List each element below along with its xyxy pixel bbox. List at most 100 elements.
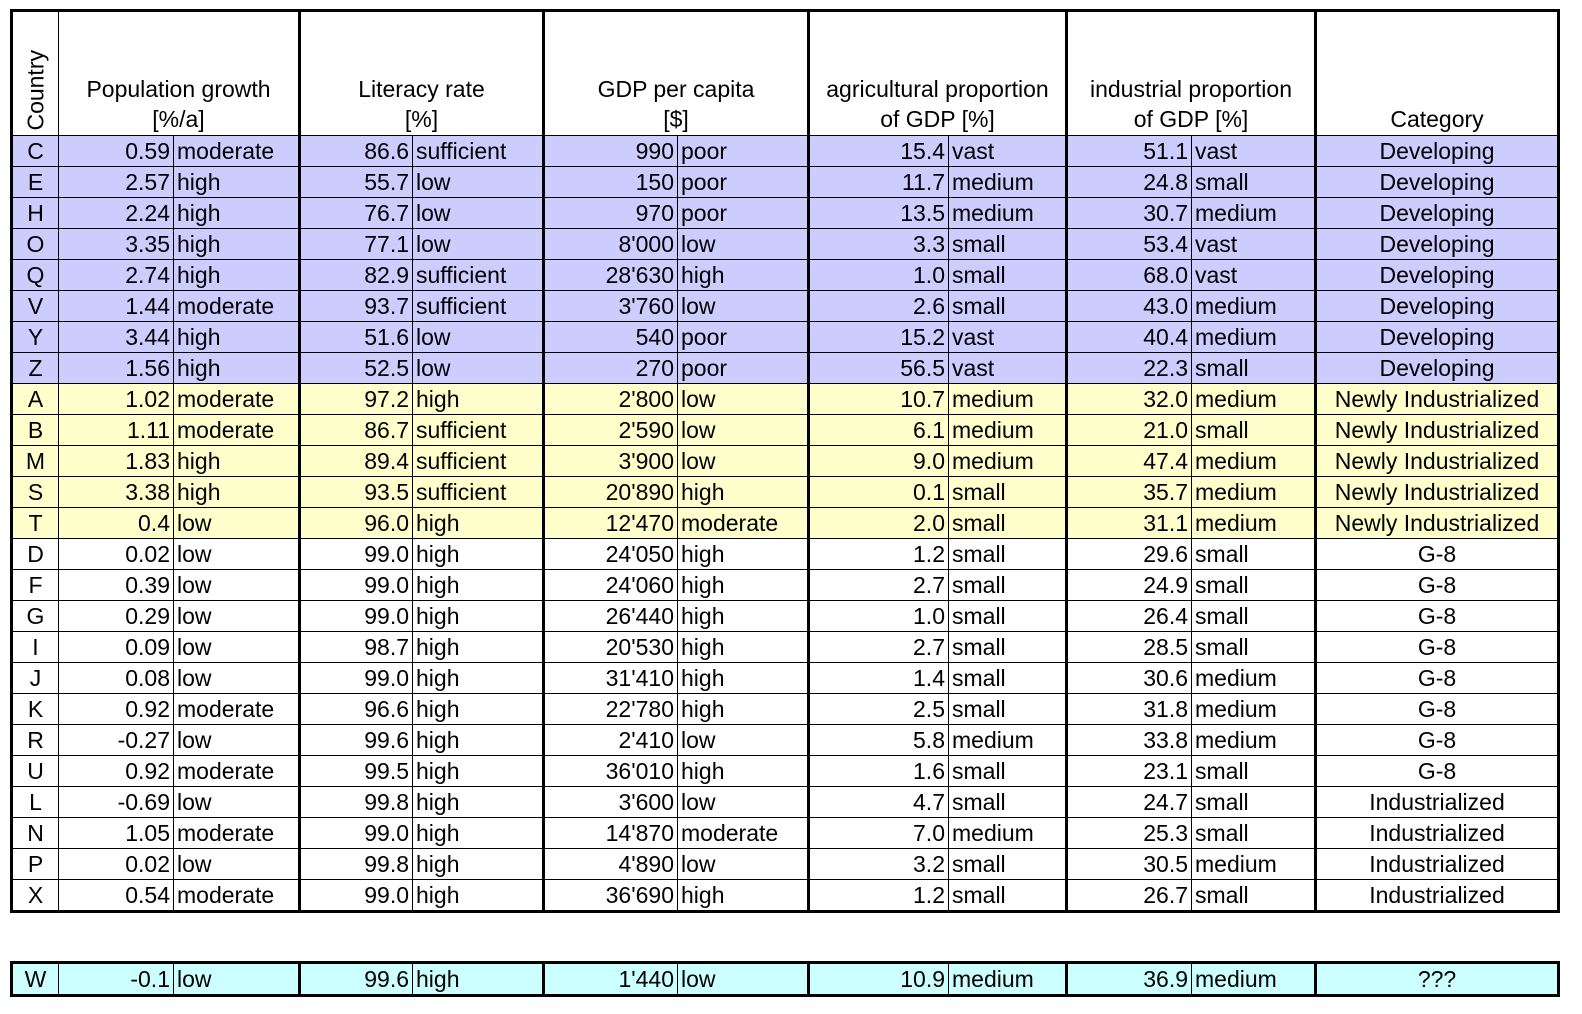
gdp-per-capita-label: low xyxy=(677,848,809,880)
gdp-per-capita-value: 12'470 xyxy=(542,507,678,539)
population-growth-label: low xyxy=(173,631,300,663)
agricultural-proportion-label: small xyxy=(948,569,1067,601)
agricultural-proportion-label: medium xyxy=(948,383,1067,415)
population-growth-value: 1.56 xyxy=(58,352,174,384)
agricultural-proportion-label: medium xyxy=(948,962,1067,996)
literacy-rate-label: high xyxy=(412,600,544,632)
literacy-rate-value: 76.7 xyxy=(298,197,413,229)
category-cell: Industrialized xyxy=(1314,879,1559,912)
category-cell: G-8 xyxy=(1314,538,1559,570)
gdp-per-capita-value: 1'440 xyxy=(542,962,678,996)
population-growth-value: 0.4 xyxy=(58,507,174,539)
industrial-proportion-header: industrial proportion of GDP [%] xyxy=(1065,10,1316,136)
literacy-rate-value: 99.6 xyxy=(298,724,413,756)
agricultural-proportion-value: 5.8 xyxy=(807,724,949,756)
literacy-rate-value: 93.7 xyxy=(298,290,413,322)
population-growth-label: moderate xyxy=(173,383,300,415)
country-cell: R xyxy=(11,724,59,756)
literacy-rate-value: 86.6 xyxy=(298,135,413,167)
category-cell: G-8 xyxy=(1314,662,1559,694)
gdp-per-capita-value: 2'410 xyxy=(542,724,678,756)
country-cell: U xyxy=(11,755,59,787)
agricultural-proportion-value: 10.9 xyxy=(807,962,949,996)
gdp-per-capita-value: 20'890 xyxy=(542,476,678,508)
category-cell: G-8 xyxy=(1314,724,1559,756)
gdp-per-capita-value: 14'870 xyxy=(542,817,678,849)
population-growth-value: 0.39 xyxy=(58,569,174,601)
population-growth-value: -0.1 xyxy=(58,962,174,996)
category-cell: G-8 xyxy=(1314,755,1559,787)
industrial-proportion-value: 31.8 xyxy=(1065,693,1192,725)
gdp-per-capita-label: poor xyxy=(677,135,809,167)
agricultural-proportion-value: 3.3 xyxy=(807,228,949,260)
gdp-per-capita-label: high xyxy=(677,755,809,787)
population-growth-value: 2.57 xyxy=(58,166,174,198)
literacy-rate-label: high xyxy=(412,817,544,849)
agricultural-proportion-value: 13.5 xyxy=(807,197,949,229)
industrial-proportion-value: 36.9 xyxy=(1065,962,1192,996)
literacy-rate-label: high xyxy=(412,383,544,415)
country-cell: J xyxy=(11,662,59,694)
industrial-proportion-label: small xyxy=(1191,631,1316,663)
gdp-per-capita-value: 3'600 xyxy=(542,786,678,818)
gdp-per-capita-value: 4'890 xyxy=(542,848,678,880)
gdp-per-capita-value: 22'780 xyxy=(542,693,678,725)
agricultural-proportion-label: small xyxy=(948,879,1067,912)
industrial-proportion-label: small xyxy=(1191,538,1316,570)
agricultural-proportion-value: 9.0 xyxy=(807,445,949,477)
gdp-per-capita-value: 2'800 xyxy=(542,383,678,415)
industrial-proportion-value: 31.1 xyxy=(1065,507,1192,539)
table-row: J 0.08 low 99.0 high 31'410 high 1.4 small 30.6 me… xyxy=(11,662,1559,694)
country-cell: F xyxy=(11,569,59,601)
agricultural-proportion-label: vast xyxy=(948,321,1067,353)
industrial-proportion-label: small xyxy=(1191,879,1316,912)
industrial-proportion-label: vast xyxy=(1191,228,1316,260)
gdp-per-capita-label: low xyxy=(677,414,809,446)
industrial-proportion-label: vast xyxy=(1191,259,1316,291)
population-growth-value: 1.11 xyxy=(58,414,174,446)
gdp-per-capita-value: 24'060 xyxy=(542,569,678,601)
agricultural-proportion-label: small xyxy=(948,693,1067,725)
literacy-rate-label: high xyxy=(412,569,544,601)
country-data-table: Country Population growth [%/a] Literacy … xyxy=(10,9,1560,913)
agricultural-proportion-value: 1.2 xyxy=(807,879,949,912)
gdp-per-capita-label: poor xyxy=(677,352,809,384)
population-growth-value: 1.44 xyxy=(58,290,174,322)
country-cell: W xyxy=(11,962,59,996)
industrial-proportion-label: medium xyxy=(1191,962,1316,996)
population-growth-value: 0.08 xyxy=(58,662,174,694)
population-growth-label: high xyxy=(173,166,300,198)
gdp-per-capita-label: poor xyxy=(677,166,809,198)
population-growth-label: moderate xyxy=(173,135,300,167)
table-row: V 1.44 moderate 93.7 sufficient 3'760 low 2.6 sm… xyxy=(11,290,1559,322)
agricultural-proportion-value: 1.4 xyxy=(807,662,949,694)
table-row: B 1.11 moderate 86.7 sufficient 2'590 low 6.1 me… xyxy=(11,414,1559,446)
agricultural-proportion-value: 2.5 xyxy=(807,693,949,725)
literacy-rate-label: low xyxy=(412,321,544,353)
population-growth-label: low xyxy=(173,538,300,570)
gdp-per-capita-label: high xyxy=(677,879,809,912)
agricultural-proportion-value: 10.7 xyxy=(807,383,949,415)
population-growth-value: -0.69 xyxy=(58,786,174,818)
category-cell: Newly Industrialized xyxy=(1314,476,1559,508)
literacy-rate-value: 96.0 xyxy=(298,507,413,539)
agricultural-proportion-value: 2.0 xyxy=(807,507,949,539)
gdp-per-capita-value: 24'050 xyxy=(542,538,678,570)
industrial-proportion-value: 25.3 xyxy=(1065,817,1192,849)
industrial-proportion-value: 24.7 xyxy=(1065,786,1192,818)
literacy-rate-value: 82.9 xyxy=(298,259,413,291)
table-row: N 1.05 moderate 99.0 high 14'870 moderate 7.0 me… xyxy=(11,817,1559,849)
country-cell: Y xyxy=(11,321,59,353)
industrial-proportion-value: 53.4 xyxy=(1065,228,1192,260)
population-growth-label: moderate xyxy=(173,693,300,725)
country-cell: Z xyxy=(11,352,59,384)
literacy-rate-value: 99.5 xyxy=(298,755,413,787)
population-growth-value: 0.29 xyxy=(58,600,174,632)
query-row: W -0.1 low 99.6 high 1'440 low 10.9 medium 36.9 me… xyxy=(11,962,1559,996)
industrial-proportion-label: small xyxy=(1191,817,1316,849)
population-growth-label: high xyxy=(173,445,300,477)
category-cell: Newly Industrialized xyxy=(1314,414,1559,446)
population-growth-value: 1.83 xyxy=(58,445,174,477)
table-row: Y 3.44 high 51.6 low 540 poor 15.2 vast 40.4 mediu… xyxy=(11,321,1559,353)
literacy-rate-value: 99.0 xyxy=(298,879,413,912)
